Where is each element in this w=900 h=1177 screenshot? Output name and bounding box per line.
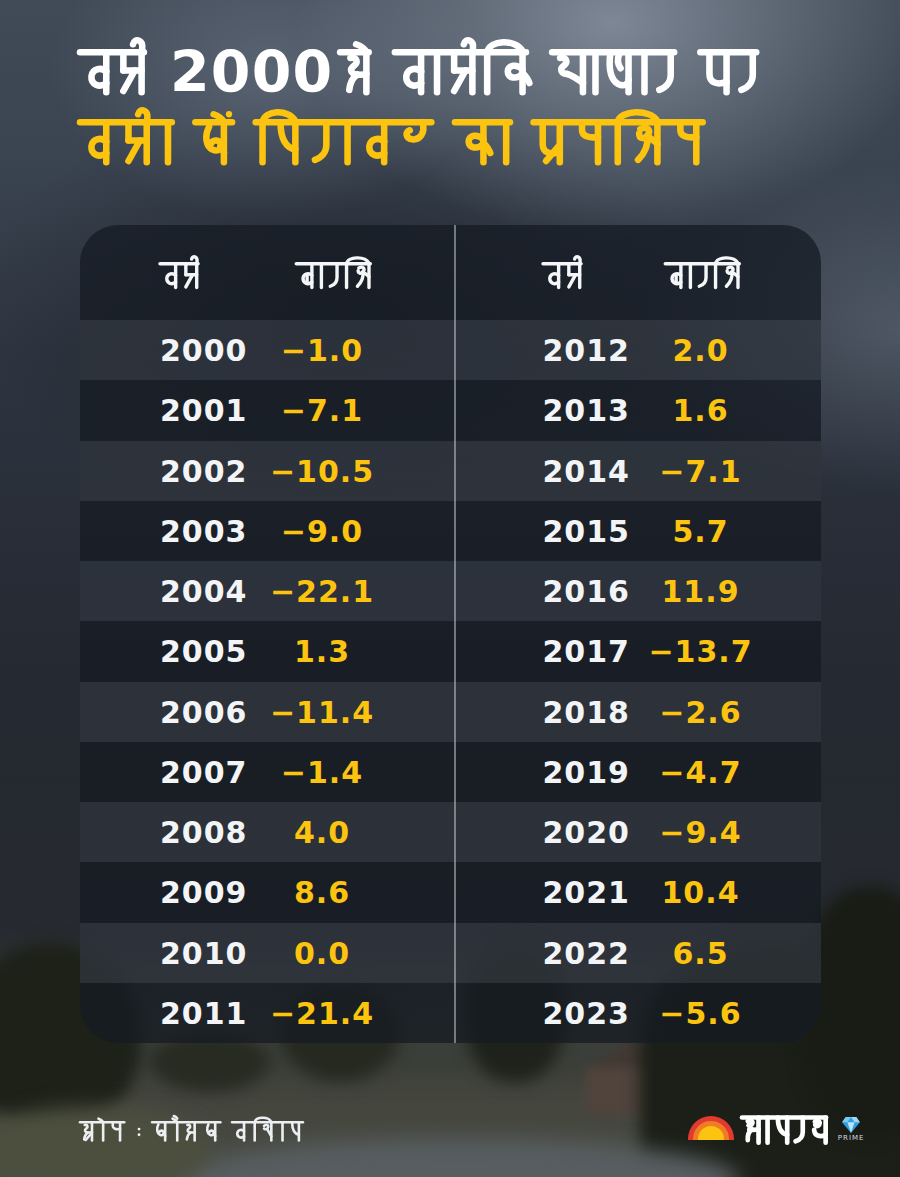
table-row: 2023 −5.6 [451,983,822,1043]
row-value: −1.0 [281,333,363,368]
row-value: −9.4 [659,815,741,850]
table-row: 2009 8.6 [80,862,451,922]
table-right-rows: 20122.020131.62014−7.120155.7201611.9201… [451,320,822,1043]
row-year: 2010 [160,935,248,970]
row-value: −11.4 [270,694,374,729]
table-row: 2010 0.0 [80,923,451,983]
table-row: 2012 2.0 [451,320,822,380]
header-year [543,252,584,292]
sun-icon [688,1116,734,1140]
row-value: −21.4 [270,995,374,1030]
row-year: 2000 [160,333,248,368]
row-value: 1.6 [672,393,728,428]
row-value: −22.1 [270,574,374,609]
row-value: 4.0 [294,815,350,850]
brand-prime: PRIME [838,1117,865,1142]
table-row: 2022 6.5 [451,923,822,983]
table-row: 2001 −7.1 [80,380,451,440]
row-value: 2.0 [672,333,728,368]
row-year: 2001 [160,393,248,428]
table-row: 2007 −1.4 [80,742,451,802]
title-line1: 2000 [80,34,762,101]
row-value: −9.0 [281,513,363,548]
row-year: 2006 [160,694,248,729]
table-divider [454,225,456,1043]
row-year: 2017 [543,634,631,669]
row-year: 2005 [160,634,248,669]
data-table: 2000 −1.0 2001 −7.1 2002 −10.5 2003 −9.0 2004 −22… [80,225,821,1043]
row-year: 2023 [543,995,631,1030]
row-year: 2007 [160,754,248,789]
table-row: 2021 10.4 [451,862,822,922]
row-year: 2020 [543,815,631,850]
table-left-half: 2000 −1.0 2001 −7.1 2002 −10.5 2003 −9.0 2004 −22… [80,225,451,1043]
row-value: −10.5 [270,453,374,488]
row-year: 2015 [543,513,631,548]
source-text [80,1114,306,1145]
row-year: 2016 [543,574,631,609]
table-row: 2014 −7.1 [451,441,822,501]
table-row: 2016 11.9 [451,561,822,621]
row-value: −5.6 [659,995,741,1030]
row-value: −1.4 [281,754,363,789]
brand-logo: PRIME [688,1106,864,1148]
row-year: 2022 [543,935,631,970]
row-value: 8.6 [294,875,350,910]
table-row: 2004 −22.1 [80,561,451,621]
brand-sub: PRIME [838,1134,865,1142]
header-rain [296,252,374,292]
row-year: 2003 [160,513,248,548]
row-year: 2002 [160,453,248,488]
title-line2 [80,104,709,171]
row-year: 2019 [543,754,631,789]
table-header [451,225,822,320]
row-value: 10.4 [661,875,739,910]
row-value: −4.7 [659,754,741,789]
table-row: 2020 −9.4 [451,802,822,862]
table-row: 2005 1.3 [80,621,451,681]
row-value: −2.6 [659,694,741,729]
row-year: 2021 [543,875,631,910]
row-year: 2009 [160,875,248,910]
table-row: 2002 −10.5 [80,441,451,501]
row-year: 2014 [543,453,631,488]
row-year: 2018 [543,694,631,729]
row-value: 1.3 [294,634,350,669]
table-right-half: 20122.020131.62014−7.120155.7201611.9201… [451,225,822,1043]
table-row: 2017 −13.7 [451,621,822,681]
row-value: 0.0 [294,935,350,970]
brand-name [742,1106,830,1148]
table-row: 2015 5.7 [451,501,822,561]
header-year [160,252,201,292]
table-row: 2013 1.6 [451,380,822,440]
table-left-rows: 2000 −1.0 2001 −7.1 2002 −10.5 2003 −9.0 2004 −22… [80,320,451,1043]
row-year: 2013 [543,393,631,428]
table-row: 2019 −4.7 [451,742,822,802]
row-year: 2011 [160,995,248,1030]
table-row: 2011 −21.4 [80,983,451,1043]
row-year: 2012 [543,333,631,368]
table-row: 2000 −1.0 [80,320,451,380]
row-value: 5.7 [672,513,728,548]
diamond-icon [842,1117,860,1133]
table-row: 2008 4.0 [80,802,451,862]
row-value: −7.1 [659,453,741,488]
row-year: 2008 [160,815,248,850]
table-row: 2018 −2.6 [451,682,822,742]
row-value: −7.1 [281,393,363,428]
row-value: −13.7 [648,634,752,669]
table-row: 2006 −11.4 [80,682,451,742]
svg-text:2000: 2000 [170,39,333,105]
table-header [80,225,451,320]
header-rain [665,252,743,292]
table-row: 2003 −9.0 [80,501,451,561]
row-year: 2004 [160,574,248,609]
row-value: 11.9 [661,574,739,609]
row-value: 6.5 [672,935,728,970]
